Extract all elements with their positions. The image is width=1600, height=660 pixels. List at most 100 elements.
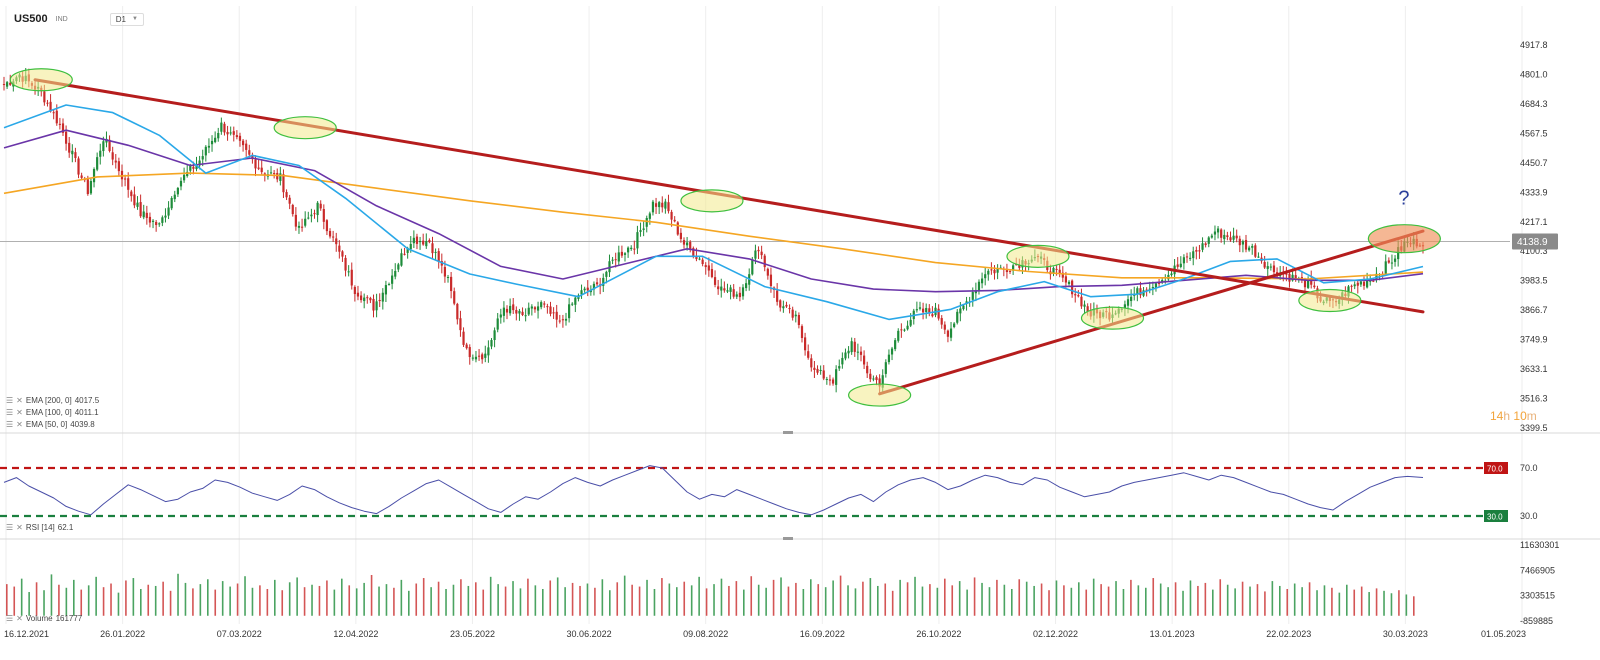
candle-body: [139, 202, 142, 217]
highlight-ellipse-current[interactable]: [1367, 224, 1441, 254]
volume-bar: [467, 585, 470, 616]
candle-body: [86, 179, 89, 195]
candle-body: [89, 181, 93, 194]
highlight-ellipse[interactable]: [680, 189, 744, 213]
highlight-ellipse[interactable]: [1298, 288, 1362, 313]
volume-bar: [958, 581, 961, 616]
candle-body: [741, 287, 745, 297]
volume-bar: [802, 588, 805, 616]
ascending-trendline[interactable]: [878, 229, 1425, 396]
legend-volume[interactable]: ☰ ✕ Volume 161777: [6, 614, 82, 623]
volume-bar: [862, 581, 864, 616]
volume-bar: [877, 585, 879, 616]
candle-body: [1251, 246, 1254, 248]
symbol-label[interactable]: US500: [14, 13, 48, 25]
candle-body: [173, 194, 176, 200]
candle-body: [707, 265, 710, 271]
candle-body: [831, 379, 835, 384]
close-icon[interactable]: ✕: [16, 614, 23, 623]
legend-ema200[interactable]: ☰ ✕ EMA [200, 0] 4017.5: [6, 396, 99, 405]
volume-bar: [1137, 585, 1140, 616]
candle-body: [636, 232, 639, 249]
candle-body: [723, 288, 726, 291]
highlight-ellipse[interactable]: [9, 68, 73, 92]
menu-icon[interactable]: ☰: [6, 408, 14, 417]
candle-body: [1176, 264, 1179, 267]
candle-body: [1012, 265, 1015, 271]
candle-body: [332, 236, 335, 238]
close-icon[interactable]: ✕: [16, 523, 23, 532]
volume-bar: [1145, 587, 1147, 616]
highlight-ellipse[interactable]: [1006, 244, 1070, 268]
y-tick-label: 4917.8: [1520, 40, 1548, 50]
pane-resize-handle[interactable]: [783, 537, 793, 540]
volume-bar: [564, 587, 566, 616]
candle-body: [182, 174, 186, 181]
menu-icon[interactable]: ☰: [6, 396, 14, 405]
legend-ema100-value: 4011.1: [74, 408, 99, 417]
candle-body: [232, 131, 235, 135]
volume-bar: [1279, 585, 1281, 616]
candle-body: [1148, 288, 1151, 290]
candle-body: [987, 270, 990, 275]
volume-bar: [534, 585, 537, 616]
menu-icon[interactable]: ☰: [6, 614, 14, 623]
volume-bar: [973, 577, 976, 616]
candle-body: [915, 309, 918, 311]
candle-body: [679, 232, 682, 240]
candle-body: [881, 375, 884, 388]
candle-body: [96, 157, 99, 170]
y-tick-label: 4217.1: [1520, 217, 1548, 227]
close-icon[interactable]: ✕: [16, 420, 23, 429]
volume-bar: [169, 590, 172, 616]
volume-bar: [713, 584, 715, 616]
candle-body: [74, 152, 77, 159]
pane-resize-handle[interactable]: [783, 431, 793, 434]
candle-body: [1238, 238, 1241, 246]
close-icon[interactable]: ✕: [16, 408, 23, 417]
candle-body: [207, 145, 211, 148]
volume-bar: [512, 581, 514, 616]
volume-bar: [966, 589, 968, 616]
y-tick-label: 4684.3: [1520, 99, 1548, 109]
candle-body: [319, 203, 322, 209]
volume-bar: [579, 585, 581, 616]
volume-bar: [891, 590, 894, 616]
timeframe-select[interactable]: D1 ▼: [109, 12, 144, 26]
legend-ema50[interactable]: ☰ ✕ EMA [50, 0] 4039.8: [6, 420, 95, 429]
candle-body: [282, 174, 285, 193]
candle-body: [561, 319, 565, 321]
volume-bar: [720, 578, 723, 616]
y-tick-label: 3983.5: [1520, 276, 1548, 286]
legend-ema100[interactable]: ☰ ✕ EMA [100, 0] 4011.1: [6, 408, 99, 417]
candle-body: [695, 255, 698, 260]
highlight-ellipse[interactable]: [273, 116, 337, 140]
highlight-ellipse[interactable]: [848, 383, 912, 407]
candle-body: [549, 306, 552, 314]
candle-body: [1086, 306, 1089, 312]
candle-body: [179, 180, 183, 187]
candle-body: [204, 146, 207, 156]
candle-body: [120, 170, 124, 180]
candle-body: [943, 324, 946, 330]
candle-body: [378, 300, 381, 302]
volume-bar: [430, 587, 432, 616]
candle-body: [450, 276, 453, 292]
volume-bar: [326, 580, 328, 616]
close-icon[interactable]: ✕: [16, 396, 23, 405]
legend-rsi[interactable]: ☰ ✕ RSI [14] 62.1: [6, 523, 73, 532]
candle-body: [1207, 237, 1210, 244]
volume-bar: [333, 589, 336, 616]
highlight-ellipse[interactable]: [1080, 306, 1145, 330]
candle-body: [745, 283, 748, 289]
candle-body: [921, 308, 925, 313]
candle-body: [555, 311, 558, 320]
menu-icon[interactable]: ☰: [6, 523, 14, 532]
candle-body: [245, 143, 248, 150]
volume-bar: [1174, 582, 1177, 616]
menu-icon[interactable]: ☰: [6, 420, 14, 429]
candle-body: [409, 243, 412, 250]
chart-header: US500 IND D1 ▼: [14, 10, 144, 28]
